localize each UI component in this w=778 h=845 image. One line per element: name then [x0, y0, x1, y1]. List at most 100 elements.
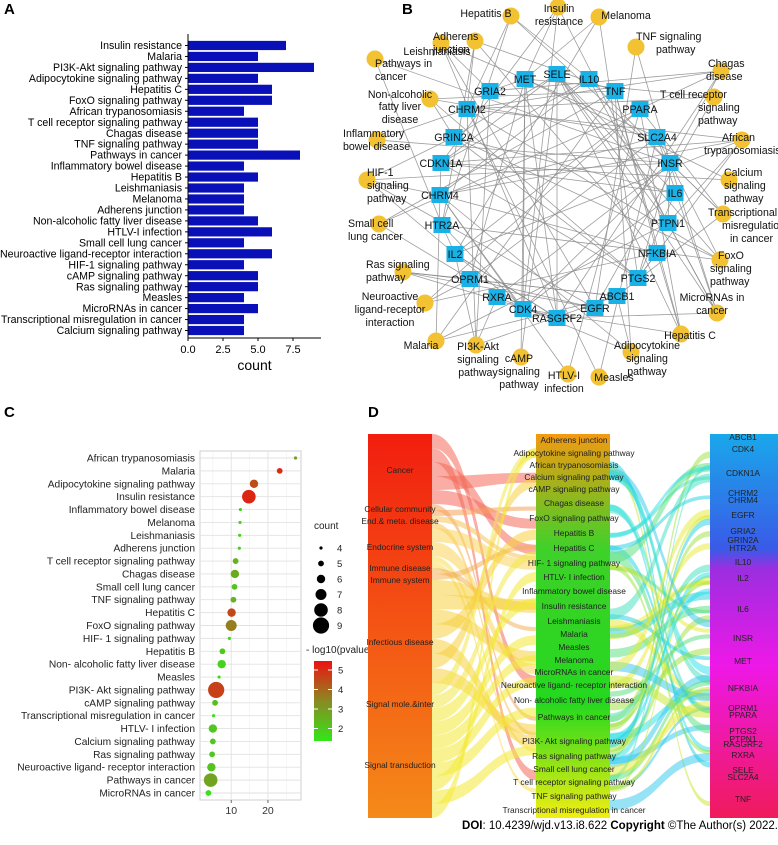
pathway-label-20-line-0: Malaria [404, 340, 439, 352]
bubble-c-11 [230, 596, 237, 603]
pathway-node-0 [502, 7, 520, 25]
gene-label-12: IL6 [668, 188, 683, 200]
bar-a-11 [188, 161, 244, 171]
network-edge-38 [440, 139, 743, 164]
pathway-label-8-line-1: fatty liver [379, 101, 422, 113]
sankey-middle-label-21: PI3K- Akt signaling pathway [522, 736, 627, 746]
pathway-label-7-line-0: Chagas [708, 58, 745, 70]
bar-a-15 [188, 205, 244, 215]
sankey-flow-left-26 [432, 655, 536, 750]
legend-count-label-2: 6 [337, 575, 342, 586]
sankey-middle-label-18: Neuroactive ligand- receptor interaction [501, 680, 648, 690]
category-label-a-5: FoxO signaling pathway [69, 95, 183, 107]
pathway-node-13 [358, 171, 376, 189]
xtick-label-a-0: 0.0 [180, 344, 195, 356]
pathway-node-7 [712, 62, 730, 80]
network-edge-113 [453, 73, 558, 138]
gene-label-0: SELE [543, 69, 570, 81]
pathway-node-15 [370, 215, 388, 233]
bubble-c-13 [225, 620, 237, 631]
figure-footer: DOI: 10.4239/wjd.v13.i8.622 Copyright ©T… [0, 820, 778, 842]
sankey-right-label-12: INSR [733, 633, 753, 643]
sankey-right-label-11: IL6 [737, 604, 749, 614]
sankey-left-label-2: End.& meta. disease [361, 516, 439, 526]
category-label-c-22: Calcium signaling pathway [74, 737, 196, 748]
doi-text: : 10.4239/wjd.v13.i8.622 [482, 820, 611, 832]
pathway-label-18-line-2: interaction [366, 317, 415, 329]
pathway-label-22-line-1: signaling [457, 354, 499, 366]
bubble-c-7 [237, 546, 241, 550]
legend-color-label-3: 2 [338, 724, 343, 735]
network-edge-4 [524, 6, 559, 80]
category-label-c-5: Melanoma [147, 518, 195, 529]
gene-label-4: GRIA2 [474, 86, 506, 98]
bar-a-8 [188, 128, 258, 138]
network-edge-0 [441, 15, 512, 226]
network-edge-119 [439, 194, 524, 310]
category-label-c-13: FoxO signaling pathway [86, 621, 196, 632]
sankey-flow-left-14 [432, 544, 536, 580]
gene-label-5: CHRM2 [448, 104, 486, 116]
sankey-flow-right-37 [610, 564, 710, 755]
sankey-right-label-0: ABCB1 [729, 432, 757, 442]
sankey-left-label-0: Cancer [387, 465, 414, 475]
gene-node-12 [666, 185, 684, 201]
category-label-a-8: Chagas disease [106, 128, 182, 140]
gene-label-2: IL10 [579, 74, 600, 86]
gene-node-18 [629, 270, 647, 286]
sankey-flow-right-29 [610, 581, 710, 728]
x-axis-title-a: count [237, 357, 271, 373]
bar-a-26 [188, 325, 244, 336]
panel-d: Cancer Cellular community End.& meta. dise… [361, 432, 778, 818]
copyright-label: Copyright [610, 820, 665, 832]
sankey-flow-right-36 [610, 680, 710, 781]
sankey-right-label-5: EGFR [731, 510, 754, 520]
sankey-middle-label-19: Non- alcoholic fatty liver disease [514, 695, 634, 705]
sankey-flow-right-42 [610, 467, 710, 628]
gene-label-15: IL2 [448, 249, 463, 261]
network-edge-49 [366, 179, 441, 196]
pathway-label-11-line-0: Inflammatory [343, 128, 405, 140]
category-label-c-14: HIF- 1 signaling pathway [83, 634, 196, 645]
network-edge-93 [616, 295, 632, 353]
gene-label-16: NFKBIA [638, 248, 677, 260]
network-edge-87 [466, 108, 477, 346]
sankey-middle-label-10: HTLV- I infection [543, 572, 605, 582]
legend-count-title: count [314, 521, 339, 532]
network-edge-5 [522, 6, 559, 310]
pathway-label-19-line-1: cancer [696, 305, 728, 317]
pathway-label-13-line-2: pathway [367, 193, 407, 205]
gene-label-3: TNF [605, 86, 626, 98]
sankey-middle-label-6: FoxO signaling pathway [529, 513, 619, 523]
network-edge-22 [374, 58, 443, 226]
network-edge-1 [510, 15, 590, 80]
category-label-a-25: Transcriptional misregulation in cancer [1, 314, 182, 326]
sankey-right-label-18: PTPN1 [730, 734, 757, 744]
pathway-node-1 [549, 0, 567, 16]
sankey-flow-left-22 [432, 448, 536, 696]
category-label-c-8: T cell receptor signaling pathway [47, 557, 196, 568]
network-edge-118 [454, 253, 524, 310]
bubble-c-8 [232, 558, 239, 564]
bubble-c-3 [242, 489, 256, 504]
network-edge-52 [669, 162, 724, 215]
gene-node-5 [458, 101, 476, 117]
pathway-label-4-line-1: junction [432, 44, 470, 56]
panel-letter-b: B [402, 1, 413, 18]
network-edge-131 [522, 162, 671, 310]
network-edge-53 [639, 108, 724, 215]
bar-a-12 [188, 172, 258, 182]
pathway-node-17 [711, 251, 729, 269]
xtick-label-a-1: 2.5 [215, 344, 230, 356]
gene-node-21 [514, 301, 532, 317]
network-edge-23 [639, 70, 722, 110]
bar-a-9 [188, 139, 258, 149]
sankey-right-label-2: CDKN1A [726, 468, 760, 478]
bar-a-21 [188, 271, 258, 281]
pathway-label-23-line-2: pathway [499, 379, 539, 391]
pathway-node-9 [705, 88, 723, 106]
pathway-label-4-line-0: Adherens [433, 31, 478, 43]
gene-node-13 [433, 217, 451, 233]
bubble-c-4 [238, 507, 242, 512]
legend-color-bar [314, 661, 332, 741]
